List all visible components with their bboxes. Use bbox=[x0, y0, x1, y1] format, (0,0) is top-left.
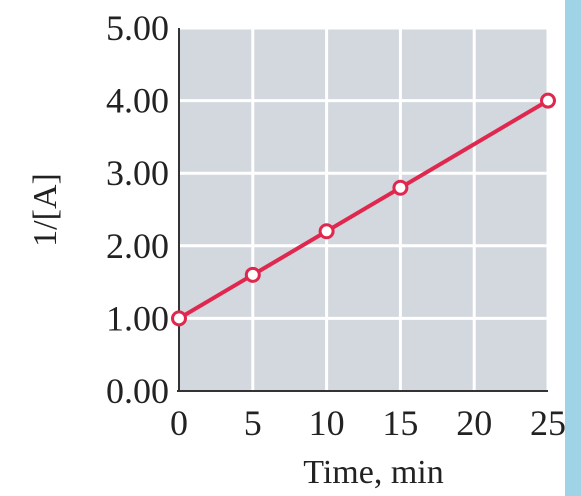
x-tick-label: 10 bbox=[309, 403, 345, 443]
right-edge-strip bbox=[565, 0, 581, 496]
y-axis-label: 1/[A] bbox=[27, 173, 64, 247]
x-tick-label: 0 bbox=[170, 403, 188, 443]
y-tick-label: 1.00 bbox=[106, 298, 169, 338]
data-point bbox=[244, 266, 261, 283]
y-tick-labels: 0.00 1.00 2.00 3.00 4.00 5.00 bbox=[106, 8, 169, 411]
y-tick-label: 0.00 bbox=[106, 371, 169, 411]
data-point bbox=[540, 92, 556, 109]
x-tick-label: 25 bbox=[530, 403, 566, 443]
data-point bbox=[171, 310, 187, 327]
x-axis-label: Time, min bbox=[303, 454, 443, 491]
x-tick-label: 5 bbox=[244, 403, 262, 443]
x-tick-label: 15 bbox=[382, 403, 418, 443]
x-tick-label: 20 bbox=[456, 403, 492, 443]
y-tick-label: 2.00 bbox=[106, 226, 169, 266]
y-tick-label: 3.00 bbox=[106, 153, 169, 193]
y-tick-label: 5.00 bbox=[106, 8, 169, 48]
y-tick-label: 4.00 bbox=[106, 81, 169, 121]
data-point bbox=[318, 223, 335, 240]
x-tick-labels: 0 5 10 15 20 25 bbox=[170, 403, 566, 443]
gridlines bbox=[179, 26, 550, 391]
data-series bbox=[171, 92, 556, 327]
data-point bbox=[392, 179, 409, 196]
